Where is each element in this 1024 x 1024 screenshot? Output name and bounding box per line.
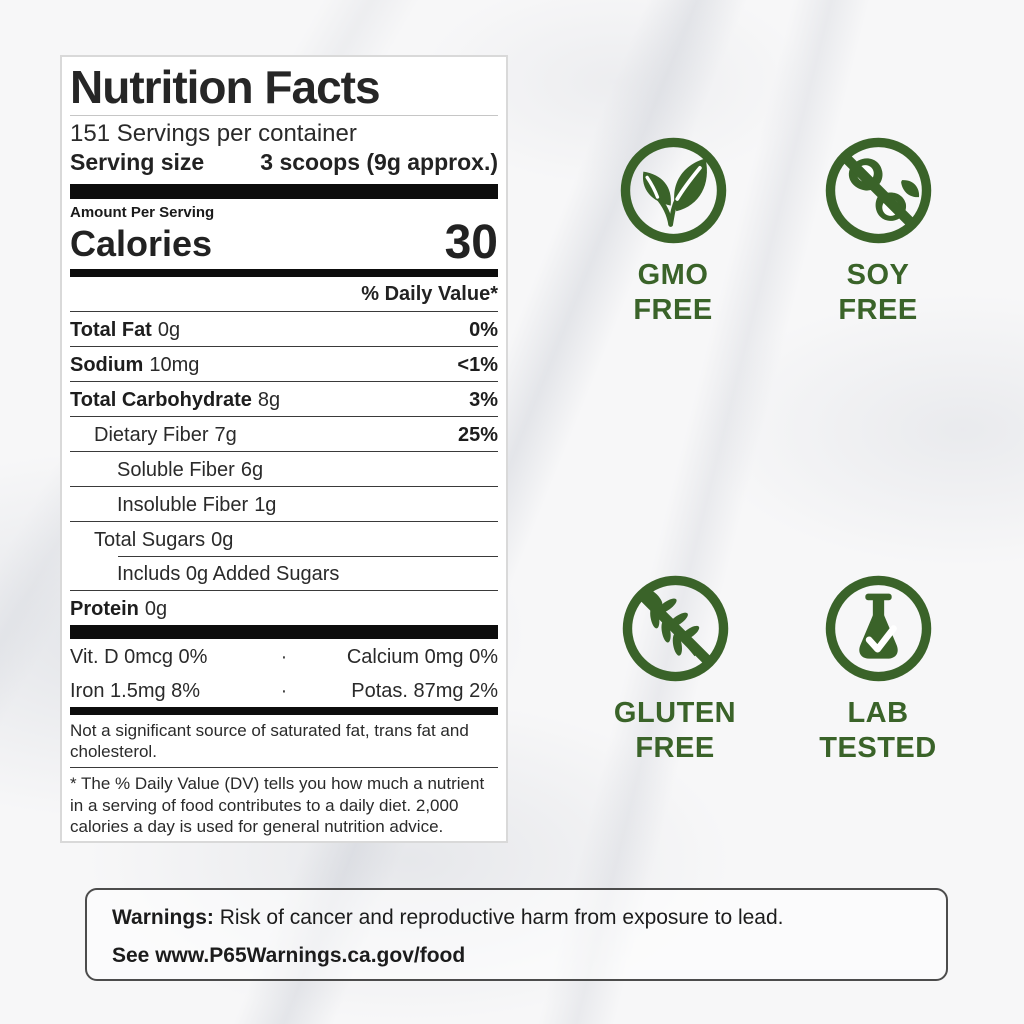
nutrient-amount: 0g [157, 319, 181, 341]
badge-line2: TESTED [819, 732, 937, 764]
badge-lab-tested: LAB TESTED [773, 572, 983, 766]
gluten-free-wheat-icon [622, 575, 728, 682]
table-row: Includs 0g Added Sugars [70, 556, 498, 591]
badge-label: GLUTEN FREE [614, 696, 736, 766]
separator-dot: · [280, 680, 288, 702]
nutrient-name: Dietary Fiber [94, 424, 209, 446]
nutrient-name: Total Sugars [94, 529, 206, 551]
warning-label: Warnings: [112, 906, 214, 929]
daily-value-header: % Daily Value* [70, 277, 498, 312]
amount-per-serving-label: Amount Per Serving [70, 204, 215, 221]
nutrient-name: Total Carbohydrate [70, 389, 252, 411]
micronutrient-left: Vit. D 0mcg 0% [70, 646, 208, 668]
table-row: Total Sugars 0g [70, 522, 498, 556]
micronutrient-row: Vit. D 0mcg 0% · Calcium 0mg 0% [70, 639, 498, 673]
table-row: Soluble Fiber 6g [70, 452, 498, 487]
micronutrient-right: Calcium 0mg 0% [346, 646, 499, 668]
badge-line1: SOY [846, 259, 910, 291]
nutrient-dv: 3% [469, 389, 498, 411]
nutrient-amount: 0g [144, 598, 168, 620]
nutrient-name: Protein [70, 598, 139, 620]
soy-free-icon [825, 137, 931, 244]
badge-line1: LAB [847, 697, 909, 729]
calories-value: 30 [444, 216, 498, 269]
nutrition-facts-panel: Nutrition Facts 151 Servings per contain… [60, 55, 508, 843]
badge-label: GMO FREE [633, 258, 712, 328]
table-row: Total Fat 0g 0% [70, 312, 498, 347]
table-row: Protein 0g [70, 591, 498, 625]
badge-soy-free: SOY FREE [773, 134, 983, 328]
badge-line1: GLUTEN [613, 697, 737, 729]
serving-size-row: Serving size 3 scoops (9g approx.) [70, 148, 498, 177]
nutrient-dv: <1% [457, 354, 498, 376]
table-row: Dietary Fiber 7g 25% [70, 417, 498, 452]
badge-line2: FREE [838, 294, 918, 326]
badge-gluten-free: GLUTEN FREE [570, 572, 780, 766]
nutrient-amount: 10mg [149, 354, 200, 376]
table-row: Insoluble Fiber 1g [70, 487, 498, 522]
warning-body: Risk of cancer and reproductive harm fro… [213, 906, 784, 929]
warning-url: See www.P65Warnings.ca.gov/food [112, 944, 466, 967]
daily-value-footnote: * The % Daily Value (DV) tells you how m… [70, 774, 485, 836]
nutrient-name: Insoluble Fiber [117, 494, 249, 516]
servings-per-container: 151 Servings per container [70, 120, 357, 147]
gmo-free-leaf-icon [620, 137, 726, 244]
nutrient-amount: 8g [257, 389, 281, 411]
serving-size-label: Serving size [70, 149, 205, 175]
serving-size-value: 3 scoops (9g approx.) [260, 149, 498, 175]
nutrient-amount: 7g [214, 424, 237, 446]
thick-divider-bar [70, 625, 498, 639]
calories-label: Calories [70, 223, 213, 264]
prop65-warning-box: Warnings: Risk of cancer and reproductiv… [85, 888, 948, 981]
badge-gmo-free: GMO FREE [568, 134, 778, 328]
nutrient-dv: 25% [457, 424, 498, 446]
badge-line1: GMO [637, 259, 709, 291]
micronutrient-right: Potas. 87mg 2% [351, 680, 499, 702]
lab-tested-flask-icon [825, 575, 931, 682]
separator-dot: · [280, 646, 288, 668]
nutrient-name: Includs 0g Added Sugars [117, 563, 340, 585]
thick-divider-bar [70, 707, 498, 715]
nutrient-name: Total Fat [70, 319, 152, 341]
badge-label: SOY FREE [838, 258, 917, 328]
divider [70, 115, 498, 116]
nutrient-amount: 6g [240, 459, 264, 481]
nutrient-amount: 0g [211, 529, 234, 551]
nutrient-amount: 1g [254, 494, 277, 516]
indented-divider [118, 556, 498, 557]
calories-row: Calories 30 [70, 216, 498, 269]
nutrient-name: Soluble Fiber [117, 459, 235, 481]
warning-text: Warnings: Risk of cancer and reproductiv… [112, 905, 921, 931]
badge-line2: FREE [635, 732, 715, 764]
panel-title: Nutrition Facts [70, 61, 381, 113]
badge-line2: FREE [633, 294, 713, 326]
badge-label: LAB TESTED [819, 696, 936, 766]
nutrient-dv: 0% [469, 319, 498, 341]
table-row: Sodium 10mg <1% [70, 347, 498, 382]
insignificant-source-note: Not a significant source of saturated fa… [70, 715, 498, 768]
micronutrient-row: Iron 1.5mg 8% · Potas. 87mg 2% [70, 673, 498, 707]
thick-divider-bar [70, 269, 498, 277]
nutrient-name: Sodium [70, 354, 144, 376]
micronutrient-left: Iron 1.5mg 8% [70, 680, 201, 702]
table-row: Total Carbohydrate 8g 3% [70, 382, 498, 417]
thick-divider-bar [70, 184, 498, 199]
